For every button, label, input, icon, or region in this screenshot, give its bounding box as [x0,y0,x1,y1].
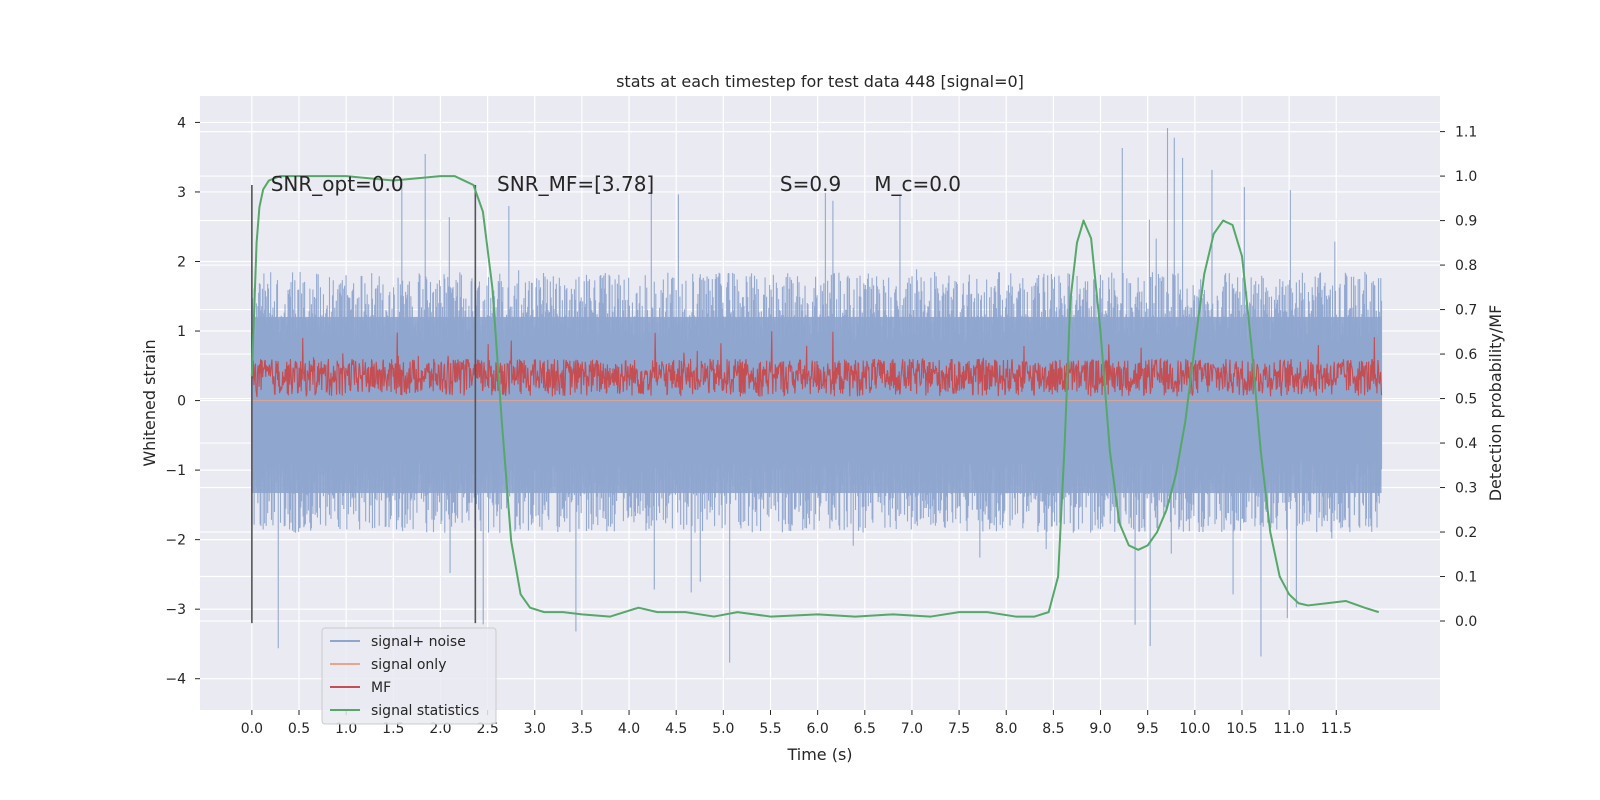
x-tick-label: 10.5 [1226,721,1257,737]
series-mf [251,331,1383,398]
x-tick-label: 4.0 [618,721,640,737]
annotation-text: S=0.9 [780,172,841,196]
y-tick-label: −2 [165,533,186,549]
x-tick-label: 9.5 [1137,721,1159,737]
x-tick-label: 2.5 [476,721,498,737]
annotation-text: SNR_MF=[3.78] [497,172,654,196]
signal-statistics-line [250,175,1380,618]
y2-tick-label: 0.9 [1455,214,1477,230]
legend-label-signal-statistics: signal statistics [371,703,479,719]
legend-box [321,627,497,725]
y2-tick-label: 0.6 [1455,347,1477,363]
x-tick-label: 11.5 [1321,721,1352,737]
y-tick-label: 3 [177,185,186,201]
legend: signal+ noise signal only MF signal stat… [321,627,497,725]
y-tick-label: 2 [177,254,186,270]
y-tick-label: 0 [177,394,186,410]
y-tick-label: −1 [165,463,186,479]
x-tick-label: 8.0 [995,721,1017,737]
x-tick-label: 0.5 [288,721,310,737]
x-tick-label: 1.5 [382,721,404,737]
x-tick-label: 3.5 [571,721,593,737]
y2-tick-label: 0.8 [1455,258,1477,274]
y2-tick-label: 1.0 [1455,169,1477,185]
mf-trace [251,331,1383,398]
x-tick-label: 0.0 [241,721,263,737]
annotations: SNR_opt=0.0 SNR_MF=[3.78] S=0.9 M_c=0.0 [271,172,961,196]
x-tick-label: 6.0 [807,721,829,737]
y2-tick-label: 0.2 [1455,525,1477,541]
x-tick-label: 11.0 [1274,721,1305,737]
y-axis-ticks: −4 −3 −2 −1 0 1 2 3 4 [165,115,200,688]
x-tick-label: 6.5 [854,721,876,737]
legend-label-signal-only: signal only [371,657,446,673]
x-axis-label: Time (s) [786,745,852,764]
legend-label-mf: MF [371,680,391,696]
y2-tick-label: 0.7 [1455,303,1477,319]
x-tick-label: 8.5 [1042,721,1064,737]
legend-label-signal-noise: signal+ noise [371,634,466,650]
series-signal-noise [251,128,1383,663]
x-axis-ticks: 0.0 0.5 1.0 1.5 2.0 2.5 3.0 3.5 4.0 4.5 5.0 5.5 6.0 6… [241,710,1352,737]
x-tick-label: 9.0 [1089,721,1111,737]
x-tick-label: 7.5 [948,721,970,737]
y-tick-label: −3 [165,602,186,618]
y2-tick-label: 0.0 [1455,614,1477,630]
x-tick-label: 7.0 [901,721,923,737]
y-axis-label: Whitened strain [140,339,159,466]
chart-title: stats at each timestep for test data 448… [616,72,1024,91]
annotation-text: SNR_opt=0.0 [271,172,404,196]
y2-tick-label: 0.1 [1455,570,1477,586]
x-tick-label: 5.0 [712,721,734,737]
y-tick-label: 4 [177,115,186,131]
x-tick-label: 1.0 [335,721,357,737]
y-tick-label: 1 [177,324,186,340]
x-tick-label: 2.0 [429,721,451,737]
x-tick-label: 4.5 [665,721,687,737]
y2-tick-label: 1.1 [1455,125,1477,141]
series-signal-statistics [250,175,1380,618]
x-tick-label: 10.0 [1179,721,1210,737]
x-tick-label: 3.0 [524,721,546,737]
y-tick-label: −4 [165,672,186,688]
y2-axis-label: Detection probability/MF [1486,305,1505,502]
annotation-text: M_c=0.0 [874,172,961,196]
vertical-lines [251,185,477,624]
y2-tick-label: 0.5 [1455,392,1477,408]
y2-tick-label: 0.3 [1455,481,1477,497]
y2-axis-ticks: 0.0 0.1 0.2 0.3 0.4 0.5 0.6 0.7 0.8 0.9 1.0 1.1 [1440,125,1477,630]
x-tick-label: 5.5 [759,721,781,737]
y2-tick-label: 0.4 [1455,436,1477,452]
